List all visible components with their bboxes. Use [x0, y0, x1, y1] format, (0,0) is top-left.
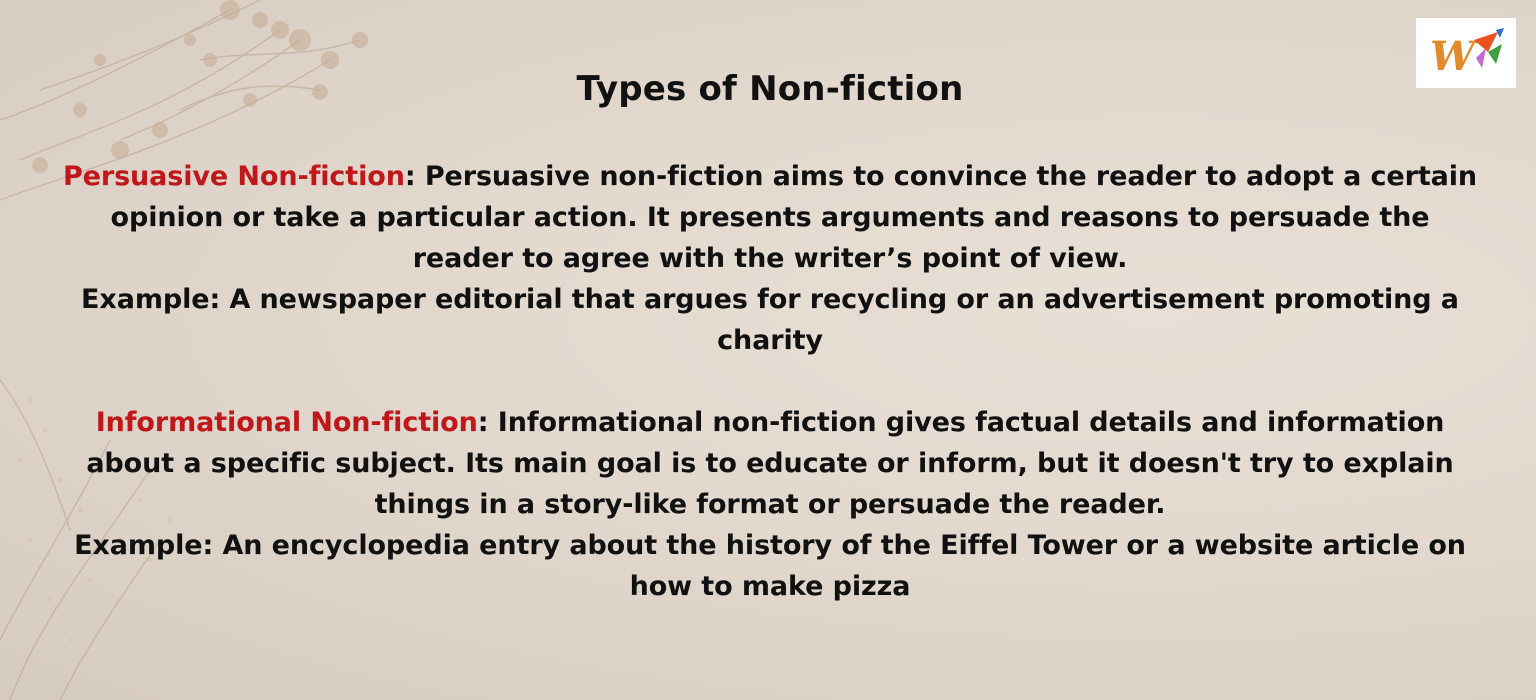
- page-title: Types of Non-fiction: [576, 69, 964, 109]
- section-example: Example: An encyclopedia entry about the…: [74, 530, 1466, 602]
- term-label: Persuasive Non-fiction: [62, 161, 405, 192]
- section-informational: Informational Non-fiction: Informational…: [60, 402, 1480, 607]
- term-label: Informational Non-fiction: [95, 407, 478, 438]
- w-brand-logo-icon: W: [1430, 28, 1504, 80]
- term-separator: :: [477, 407, 489, 438]
- section-example: Example: A newspaper editorial that argu…: [81, 284, 1459, 356]
- logo-letter: W: [1430, 33, 1479, 80]
- section-description: Informational non-fiction gives factual …: [86, 407, 1454, 520]
- section-description: Persuasive non-fiction aims to convince …: [110, 161, 1478, 274]
- term-separator: :: [404, 161, 416, 192]
- section-persuasive: Persuasive Non-fiction: Persuasive non-f…: [60, 156, 1480, 361]
- main-content: Types of Non-fiction Persuasive Non-fict…: [60, 64, 1480, 607]
- brand-logo: W: [1416, 18, 1516, 88]
